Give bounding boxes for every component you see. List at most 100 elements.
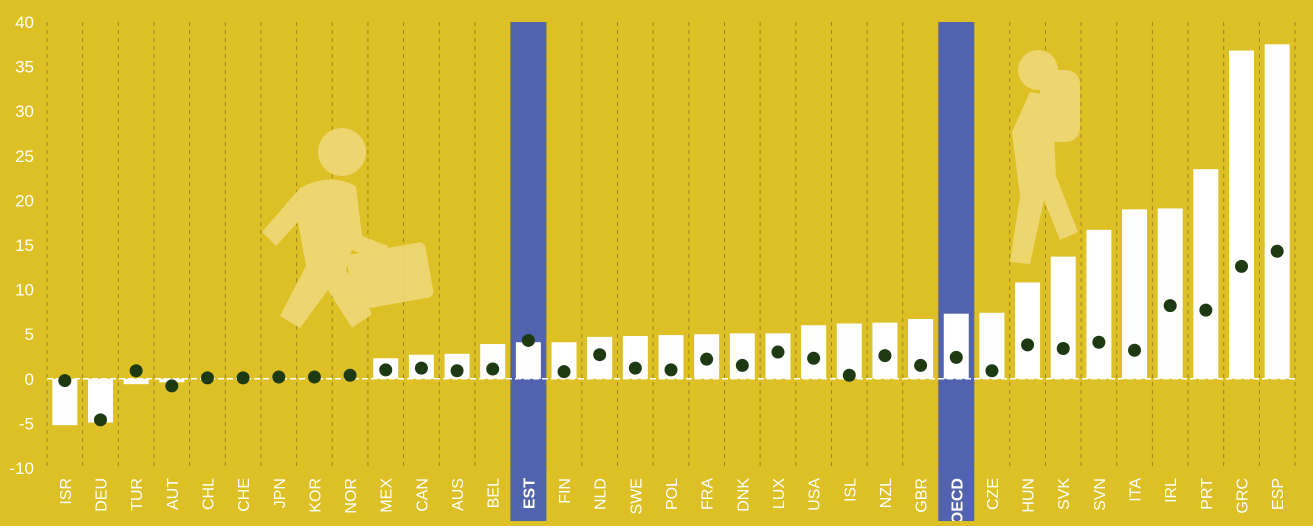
dot-prt [1199,303,1213,317]
x-tick-label: ISR [58,478,75,505]
x-tick-label: NOR [343,478,360,514]
x-tick-label: CHL [200,478,217,510]
dot-usa [807,351,821,365]
dot-est [521,333,535,347]
dot-ita [1128,343,1142,357]
bar-oecd [943,313,969,379]
x-tick-label: PRT [1199,478,1216,510]
dot-swe [628,361,642,375]
y-tick-label: 0 [25,370,34,389]
x-tick-label: LUX [771,478,788,509]
x-tick-label: DNK [735,478,752,512]
y-tick-label: -5 [19,414,34,433]
x-tick-label: POL [664,478,681,510]
bar-est [515,342,541,379]
bar-irl [1157,208,1183,379]
dot-nor [343,368,357,382]
x-tick-label: JPN [272,478,289,508]
x-tick-label: CAN [414,478,431,512]
bar-dnk [729,333,755,379]
dot-grc [1235,259,1249,273]
bar-grc [1229,50,1255,379]
highlight-column-oecd [938,22,975,521]
y-tick-label: 15 [15,236,34,255]
bars-layer [52,44,1290,426]
x-tick-label: NZL [878,478,895,508]
x-tick-label: USA [807,478,824,511]
y-tick-label: 25 [15,147,34,166]
y-axis-layer: -10 -5 0 5 10 15 20 25 30 35 40 [9,13,34,478]
x-tick-label: FRA [700,478,717,510]
dot-fin [557,365,571,379]
dot-pol [664,363,678,377]
x-tick-label: OECD [949,478,966,521]
dot-aut [165,379,179,393]
dot-lux [771,345,785,359]
decoration-layer [262,50,1080,328]
dot-bel [486,362,500,376]
x-tick-label: EST [521,478,538,509]
dot-svn [1092,335,1106,349]
dot-svk [1056,341,1070,355]
dot-mex [379,363,393,377]
x-tick-label: GRC [1235,478,1252,514]
x-tick-label: FIN [557,478,574,504]
dot-dnk [735,358,749,372]
dot-tur [129,364,143,378]
x-tick-label: GBR [914,478,931,513]
y-tick-label: 10 [15,281,34,300]
x-tick-label: BEL [486,478,503,508]
dot-isl [842,368,856,382]
dot-irl [1163,299,1177,313]
bar-svk [1050,256,1076,379]
dot-gbr [914,358,928,372]
bar-svn [1086,229,1112,379]
y-tick-label: 5 [25,325,34,344]
y-tick-label: 30 [15,102,34,121]
person-with-suitcase-icon [262,128,434,328]
dot-aus [450,364,464,378]
bar-tur [123,378,149,385]
x-tick-label: DEU [93,478,110,512]
person-with-backpack-icon [1010,50,1080,264]
x-tick-label: ESP [1270,478,1287,510]
bar-prt [1193,169,1219,379]
dot-nzl [878,349,892,363]
highlight-column-est [510,22,547,521]
dot-oecd [949,350,963,364]
dot-kor [307,370,321,384]
x-tick-label: SVN [1092,478,1109,511]
x-tick-label: NLD [593,478,610,510]
dot-nld [593,348,607,362]
dot-deu [93,413,107,427]
dot-chl [200,371,214,385]
x-tick-label: MEX [379,478,396,513]
dot-can [414,361,428,375]
y-tick-label: 40 [15,13,34,32]
x-tick-label: SWE [628,478,645,514]
dots-layer [58,244,1284,427]
x-tick-label: KOR [307,478,324,513]
x-tick-label: AUT [165,478,182,510]
x-tick-label: ITA [1128,478,1145,502]
bar-esp [1264,44,1290,379]
grid-layer [46,22,1296,521]
x-tick-label: IRL [1163,478,1180,503]
dot-cze [985,364,999,378]
x-tick-label: TUR [129,478,146,511]
dot-jpn [272,370,286,384]
x-tick-label: SVK [1056,478,1073,510]
dot-esp [1270,244,1284,258]
x-tick-label: CHE [236,478,253,512]
dot-hun [1021,338,1035,352]
x-tick-label: HUN [1021,478,1038,513]
x-tick-label: AUS [450,478,467,511]
bar-hun [1015,282,1041,379]
dot-isr [58,374,72,388]
y-tick-label: 35 [15,58,34,77]
x-axis-layer: ISR DEU TUR AUT CHL CHE JPN KOR NOR MEX CAN AUS BEL E… [58,478,1287,525]
dot-fra [700,352,714,366]
dot-che [236,371,250,385]
